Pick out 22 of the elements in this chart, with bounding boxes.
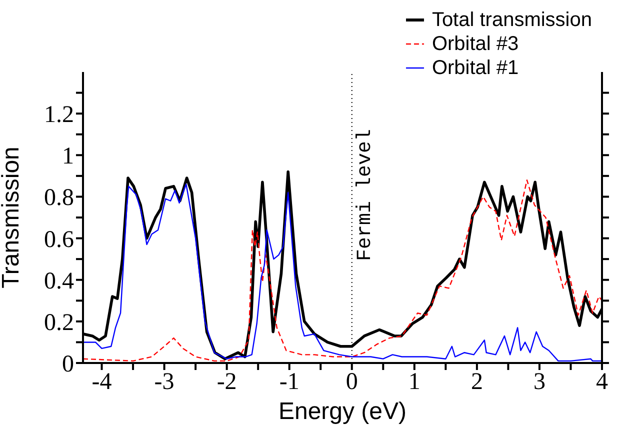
- x-tick-label: 1: [408, 369, 420, 396]
- x-tick-label: 4: [596, 369, 608, 396]
- y-tick-label: 0.6: [44, 226, 74, 253]
- legend-label: Orbital #1: [432, 56, 519, 80]
- y-tick-label: 0.8: [44, 185, 74, 212]
- x-tick-label: -1: [279, 369, 300, 396]
- x-axis-title: Energy (eV): [278, 398, 407, 425]
- legend-label: Total transmission: [432, 8, 592, 32]
- y-tick-label: 0.4: [44, 268, 74, 294]
- y-tick-label: 1.2: [44, 102, 74, 128]
- x-tick-label: -2: [216, 369, 237, 396]
- y-axis-title: Transmission: [0, 146, 25, 288]
- x-tick-label: 0: [346, 369, 358, 396]
- x-tick-label: -3: [154, 369, 174, 396]
- ref-line-label: Fermi level: [354, 128, 377, 262]
- y-tick-label: 0: [62, 352, 74, 378]
- y-tick-label: 0.2: [44, 310, 74, 336]
- x-tick-label: -4: [92, 369, 112, 396]
- y-tick-label: 1: [62, 144, 74, 170]
- x-tick-label: 3: [533, 369, 546, 396]
- x-tick-label: 2: [470, 369, 483, 396]
- legend-label: Orbital #3: [432, 32, 519, 56]
